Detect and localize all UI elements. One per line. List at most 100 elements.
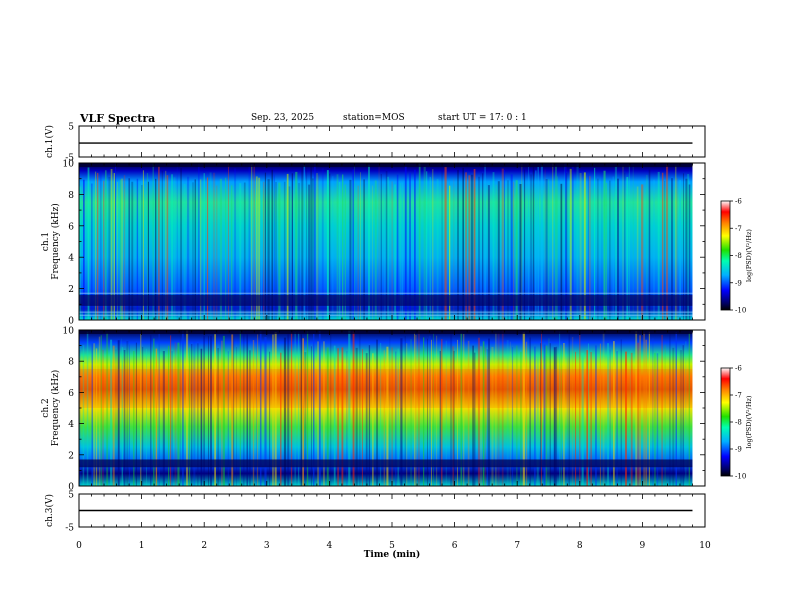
spectrogram-streak — [225, 177, 227, 320]
spectrogram-streak — [352, 331, 355, 486]
spectrogram-streak — [150, 334, 152, 486]
spectrogram-streak — [283, 337, 287, 486]
spectrogram-streak — [263, 181, 265, 320]
spectrogram-streak — [401, 182, 403, 320]
spectrogram-streak — [645, 174, 648, 320]
y-tick-label: 2 — [68, 451, 74, 461]
spectrogram-streak — [304, 352, 307, 486]
date-label: Sep. 23, 2025 — [251, 113, 315, 123]
spectrogram-streak — [590, 352, 592, 486]
spectrogram-streak — [228, 163, 229, 320]
spectrogram-streak — [243, 182, 246, 320]
spectrogram-streak — [497, 181, 500, 320]
spectrogram-streak — [372, 185, 373, 320]
spectrogram-streak — [248, 165, 251, 320]
spectrogram-streak — [511, 347, 514, 486]
spectrogram-streak — [161, 170, 163, 320]
spectrogram-streak — [234, 168, 237, 320]
spectrogram-streak — [147, 181, 149, 320]
spectrogram-streak — [657, 171, 660, 320]
spectrogram-streak — [571, 165, 574, 320]
spectrogram-streak — [108, 176, 111, 320]
spectrogram-streak — [82, 345, 85, 486]
spectrogram-dark-band — [79, 459, 693, 468]
spectrogram-streak — [685, 341, 687, 486]
x-tick-label: 9 — [640, 541, 646, 551]
spectrogram-top-fringe — [79, 163, 693, 167]
spectrogram-streak — [291, 173, 293, 320]
spectrogram-streak — [501, 168, 504, 320]
spectrogram-streak — [239, 331, 241, 486]
spectrogram-streak — [528, 166, 529, 320]
spectrogram-streak — [267, 179, 270, 320]
spectrogram-streak — [359, 332, 361, 486]
spectrogram-streak — [192, 182, 194, 320]
spectrogram-streak — [488, 338, 490, 486]
spectrogram-streak — [497, 333, 500, 486]
spectrogram-streak — [603, 170, 606, 320]
spectrogram-streak — [389, 336, 391, 486]
spectrogram-streak — [383, 350, 386, 486]
spectrogram-streak — [361, 349, 363, 486]
spectrogram-streak — [639, 335, 641, 486]
spectrogram-streak — [513, 181, 515, 320]
spectrogram-streak — [676, 177, 678, 320]
y-tick-label: 6 — [68, 222, 74, 232]
spectrogram-streak — [495, 184, 497, 320]
spectrogram-streak — [258, 177, 261, 320]
start-time-label: start UT = 17: 0 : 1 — [438, 113, 527, 123]
spectrogram-streak — [318, 330, 321, 486]
spectrogram-streak — [259, 331, 262, 486]
spectrogram-streak — [363, 179, 365, 320]
spectrogram-streak — [275, 181, 277, 320]
spectrogram-streak — [637, 342, 640, 486]
spectrogram-streak — [569, 168, 572, 320]
spectrogram-streak — [519, 184, 522, 320]
spectrogram-streak — [310, 163, 312, 320]
spectrogram-streak — [555, 346, 558, 486]
spectrogram-streak — [301, 166, 304, 320]
spectrogram-streak — [545, 345, 548, 486]
spectrogram-streak — [682, 345, 684, 486]
spectrogram-streak — [595, 345, 597, 486]
y-axis-label: ch.3(V) — [44, 494, 55, 527]
spectrogram-streak — [128, 178, 130, 320]
spectrogram-streak — [110, 169, 113, 320]
spectrogram-streak — [87, 167, 90, 320]
spectrogram-streak — [257, 334, 259, 486]
spectrogram-streak — [409, 172, 411, 320]
spectrogram-streak — [317, 341, 319, 486]
spectrogram-streak — [482, 173, 484, 320]
colorbar-tick-label: -6 — [735, 198, 742, 206]
spectrogram-streak — [271, 169, 273, 320]
spectrogram-streak — [587, 174, 589, 320]
y-tick-label: -5 — [65, 154, 74, 164]
spectrogram-streak — [537, 166, 539, 320]
spectrogram-streak — [484, 347, 487, 486]
spectrogram-streak — [249, 350, 251, 486]
spectrogram-streak — [79, 186, 81, 320]
spectrogram-streak — [414, 332, 415, 486]
spectrogram-streak — [95, 171, 97, 320]
spectrogram-streak — [520, 351, 522, 486]
spectrogram-streak — [355, 347, 358, 486]
spectrogram-streak — [168, 345, 170, 486]
y-axis-label-line: ch.1(V) — [44, 125, 55, 158]
spectrogram-streak — [210, 335, 212, 486]
spectrogram-streak — [177, 342, 180, 486]
spectrogram-streak — [135, 342, 137, 486]
spectrogram-streak — [321, 168, 324, 320]
spectrogram-streak — [445, 340, 447, 486]
spectrogram-streak — [441, 339, 443, 486]
spectrogram-streak — [264, 172, 266, 320]
spectrogram-streak — [283, 181, 286, 320]
spectrogram-streak — [133, 351, 135, 486]
y-tick-label: 4 — [68, 420, 74, 430]
spectrogram-streak — [607, 343, 609, 486]
spectrogram-streak — [436, 178, 439, 320]
colorbar-tick-label: -8 — [735, 419, 742, 427]
spectrogram-streak — [426, 171, 428, 320]
spectrogram-streak — [635, 331, 638, 486]
spectrogram-streak — [152, 163, 154, 320]
spectrogram-streak — [472, 345, 474, 486]
